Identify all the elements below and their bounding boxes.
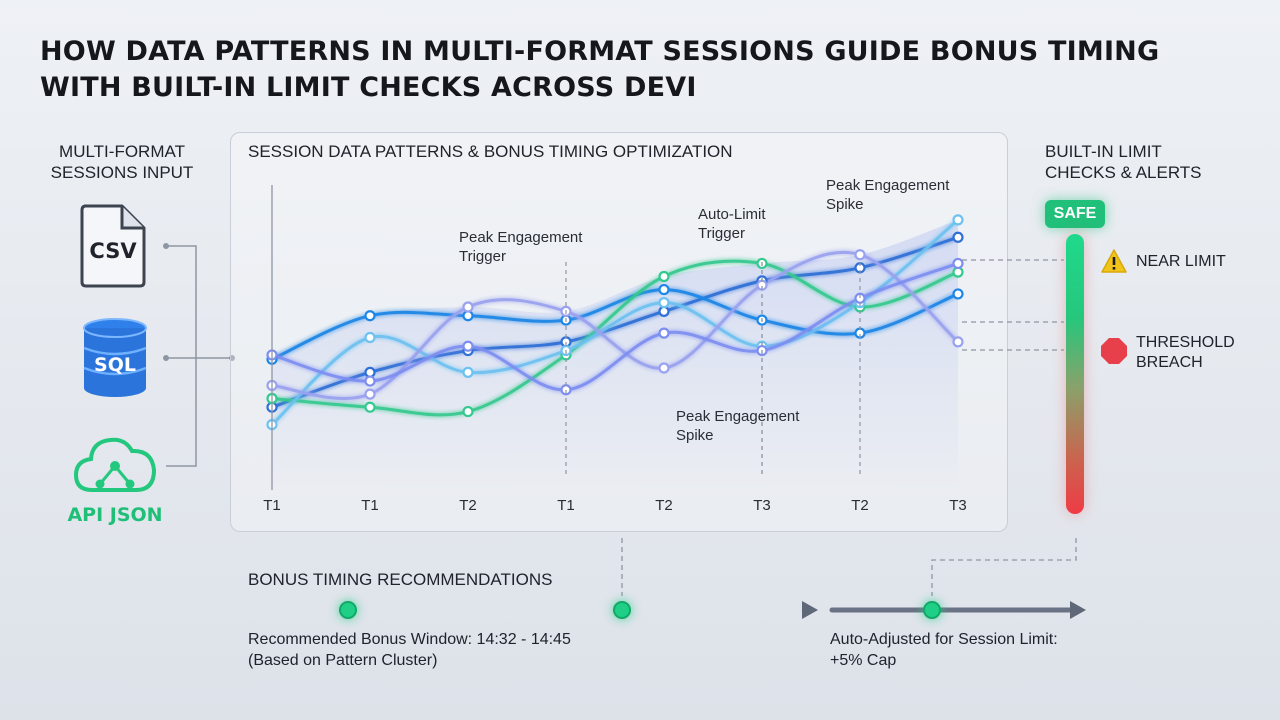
stop-icon xyxy=(1101,338,1127,364)
input-connectors xyxy=(163,243,235,467)
limit-meter xyxy=(1066,234,1084,514)
csv-label: CSV xyxy=(89,239,137,263)
timeline-arrows xyxy=(245,538,1086,619)
sql-label: SQL xyxy=(94,354,136,376)
auto-adjust-note: +5% Cap xyxy=(830,652,897,669)
auto-adjust-node xyxy=(923,601,941,619)
limit-dashes xyxy=(962,259,1064,351)
auto-adjust-text: Auto-Adjusted for Session Limit: xyxy=(830,631,1058,648)
warning-icon xyxy=(1101,249,1127,273)
recommendations-heading: BONUS TIMING RECOMMENDATIONS xyxy=(248,570,553,589)
database-icon: SQL xyxy=(83,318,147,397)
limits-heading: BUILT-IN LIMIT CHECKS & ALERTS xyxy=(1045,142,1202,182)
bonus-window-text: Recommended Bonus Window: 14:32 - 14:45 xyxy=(248,631,571,648)
bonus-window-start-node xyxy=(339,601,357,619)
api-json-label: API JSON xyxy=(67,504,163,526)
near-limit-label: NEAR LIMIT xyxy=(1136,253,1226,270)
chart-heading: SESSION DATA PATTERNS & BONUS TIMING OPT… xyxy=(248,142,733,161)
cloud-api-icon xyxy=(73,437,157,492)
safe-badge: SAFE xyxy=(1045,200,1105,228)
inputs-heading: MULTI-FORMAT SESSIONS INPUT xyxy=(50,142,194,182)
bonus-window-note: (Based on Pattern Cluster) xyxy=(248,652,438,669)
csv-file-icon: CSV xyxy=(80,204,146,288)
bonus-window-end-node xyxy=(613,601,631,619)
threshold-breach-label: THRESHOLD BREACH xyxy=(1136,334,1235,371)
page-title: HOW DATA PATTERNS IN MULTI-FORMAT SESSIO… xyxy=(40,36,1160,103)
chart-panel xyxy=(230,132,1008,532)
